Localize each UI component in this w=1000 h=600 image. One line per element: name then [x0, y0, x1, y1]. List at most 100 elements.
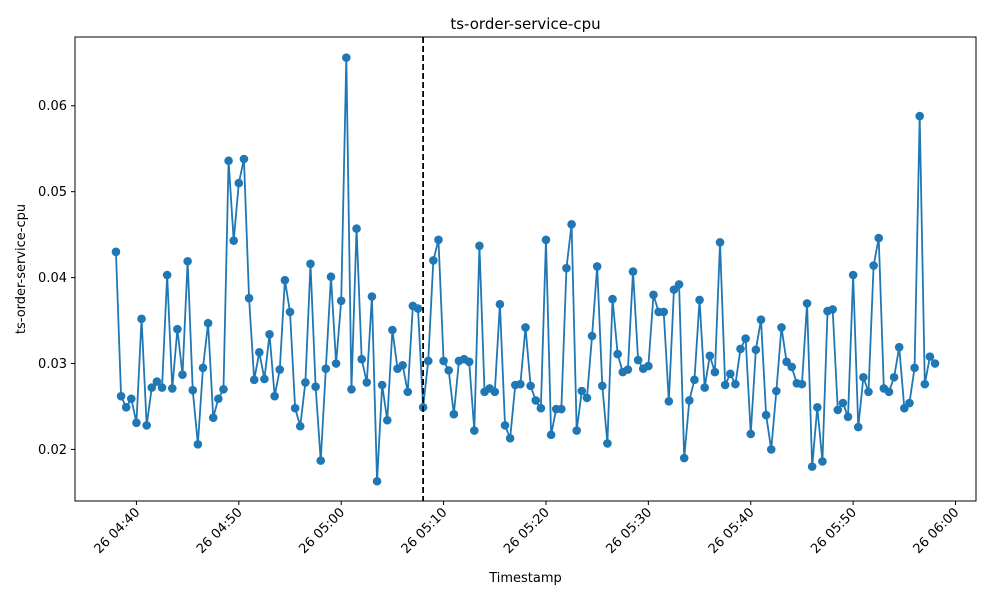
- data-point: [628, 267, 638, 276]
- data-point: [439, 356, 448, 366]
- x-tick-label: 26 05:40: [706, 505, 758, 557]
- data-point: [275, 365, 285, 374]
- x-tick-label: 26 05:50: [808, 505, 860, 557]
- data-point: [869, 261, 878, 270]
- data-point: [423, 356, 433, 366]
- data-point: [889, 372, 899, 382]
- x-tick-label: 26 05:10: [399, 505, 451, 557]
- x-axis-ticks: 26 04:40 26 04:50 26 05:00 26 05:10 26 05:20…: [92, 501, 963, 557]
- data-point: [224, 156, 233, 166]
- data-point: [413, 304, 423, 313]
- data-point: [444, 366, 454, 375]
- data-point: [352, 224, 361, 233]
- data-point: [546, 430, 556, 440]
- data-point: [127, 394, 136, 404]
- data-point: [725, 369, 735, 379]
- data-point: [336, 296, 346, 306]
- y-tick-label: 0.03: [38, 357, 67, 372]
- chart-title: ts-order-service-cpu: [450, 15, 600, 33]
- x-tick-label: 26 04:40: [92, 505, 144, 557]
- data-point: [710, 367, 720, 377]
- data-point: [608, 294, 617, 304]
- data-point: [562, 263, 571, 273]
- y-tick-label: 0.05: [38, 185, 67, 200]
- data-point: [188, 385, 198, 395]
- data-point: [260, 374, 269, 384]
- y-tick-label: 0.02: [38, 443, 67, 458]
- data-point: [490, 387, 500, 397]
- data-point: [377, 380, 387, 390]
- data-point: [715, 238, 725, 247]
- data-point: [741, 334, 750, 343]
- data-point: [372, 476, 382, 486]
- data-point: [720, 380, 730, 390]
- data-point: [761, 410, 771, 420]
- data-point: [603, 439, 612, 448]
- data-point: [597, 381, 607, 391]
- data-point: [910, 363, 919, 373]
- data-point: [925, 352, 935, 361]
- data-point: [777, 323, 786, 332]
- data-point: [905, 398, 914, 408]
- data-point: [157, 383, 167, 392]
- data-point: [884, 387, 894, 397]
- data-point: [265, 330, 274, 339]
- data-point: [567, 220, 576, 229]
- data-point: [382, 415, 392, 425]
- data-point: [316, 456, 326, 465]
- data-point: [853, 422, 863, 432]
- x-tick-label: 26 06:00: [911, 505, 963, 557]
- data-point: [121, 403, 131, 412]
- data-point: [254, 348, 264, 357]
- data-point: [772, 386, 781, 396]
- data-point: [864, 387, 873, 397]
- data-point: [311, 382, 320, 392]
- data-point: [214, 394, 223, 404]
- data-point: [751, 345, 761, 355]
- data-point: [173, 324, 182, 334]
- data-point: [859, 372, 868, 382]
- data-point: [280, 275, 290, 285]
- data-point: [787, 362, 796, 372]
- data-point: [398, 360, 407, 370]
- data-point: [731, 379, 740, 389]
- data-point: [695, 295, 704, 305]
- y-axis-ticks: 0.02 0.03 0.04 0.05 0.06: [38, 99, 75, 458]
- data-point: [848, 270, 858, 280]
- data-point: [403, 387, 413, 397]
- data-point: [306, 259, 315, 269]
- data-point: [664, 397, 674, 406]
- plot-frame: [74, 36, 977, 502]
- data-point: [531, 396, 541, 405]
- data-point: [142, 421, 151, 430]
- data-point: [659, 307, 669, 317]
- data-point: [290, 403, 300, 413]
- data-point: [894, 342, 904, 352]
- data-point: [685, 396, 694, 405]
- data-point: [920, 379, 930, 389]
- data-point: [797, 379, 807, 389]
- x-tick-label: 26 04:50: [194, 505, 246, 557]
- data-point: [464, 357, 474, 367]
- data-point: [244, 293, 254, 303]
- data-point: [516, 379, 525, 389]
- data-point: [674, 280, 684, 289]
- data-point: [536, 403, 546, 413]
- data-point: [495, 299, 505, 309]
- data-point: [203, 318, 213, 328]
- data-point: [388, 325, 397, 335]
- data-point: [874, 233, 884, 243]
- data-point: [587, 331, 597, 341]
- y-tick-label: 0.04: [38, 271, 67, 286]
- data-point: [270, 391, 279, 401]
- data-point: [429, 256, 438, 265]
- data-point: [470, 426, 479, 435]
- data-point: [475, 241, 484, 251]
- data-point: [813, 403, 822, 412]
- data-point: [557, 404, 566, 414]
- y-axis-label: ts-order-service-cpu: [14, 204, 29, 334]
- data-point: [582, 393, 592, 403]
- data-point: [331, 359, 341, 368]
- data-point: [577, 386, 587, 396]
